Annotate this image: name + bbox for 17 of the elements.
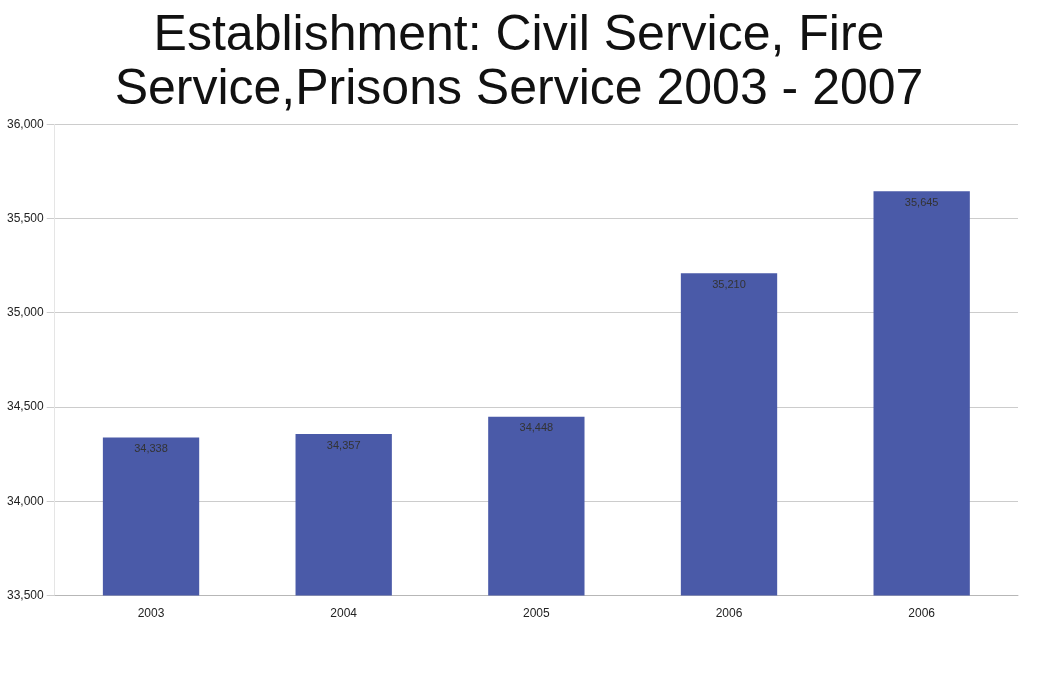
- data-label: 34,357: [326, 438, 361, 451]
- data-label: 34,448: [519, 421, 554, 434]
- x-tick-label: 2004: [330, 606, 358, 621]
- y-tick-label: 33,500: [7, 587, 45, 602]
- x-tick-label: 2006: [715, 606, 743, 621]
- y-tick-label: 34,500: [7, 399, 45, 414]
- chart-title: Establishment: Civil Service, Fire Service,Prisons Service 2003 - 2007: [113, 5, 925, 115]
- x-tick-label: 2003: [137, 606, 165, 621]
- y-tick-label: 34,000: [7, 493, 45, 508]
- y-tick-label: 36,000: [7, 116, 45, 131]
- y-tick-label: 35,500: [7, 210, 45, 225]
- data-label: 34,338: [134, 442, 168, 455]
- x-tick-label: 2005: [523, 606, 551, 621]
- x-tick-label: 2006: [908, 606, 936, 621]
- data-label: 35,210: [712, 277, 746, 290]
- y-tick-label: 35,000: [7, 305, 45, 320]
- data-label: 35,645: [904, 195, 939, 208]
